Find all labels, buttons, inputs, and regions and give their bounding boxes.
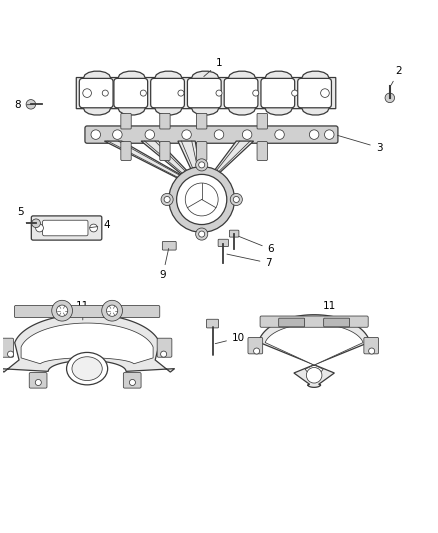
Circle shape [113,130,122,139]
FancyBboxPatch shape [324,318,350,327]
Circle shape [275,130,284,139]
Circle shape [182,130,191,139]
FancyBboxPatch shape [279,318,304,327]
Circle shape [230,193,242,206]
Ellipse shape [72,357,102,381]
Circle shape [196,228,208,240]
Circle shape [325,130,334,139]
Circle shape [129,379,135,385]
FancyBboxPatch shape [197,142,207,160]
FancyBboxPatch shape [32,216,102,240]
Circle shape [214,130,224,139]
FancyBboxPatch shape [257,142,268,160]
Circle shape [91,130,100,139]
FancyBboxPatch shape [197,114,207,129]
FancyBboxPatch shape [162,241,176,250]
Circle shape [140,90,146,96]
Circle shape [35,379,41,385]
Circle shape [35,224,43,232]
Polygon shape [201,141,254,189]
Circle shape [102,90,108,96]
Circle shape [254,348,260,354]
Circle shape [161,351,167,357]
FancyBboxPatch shape [298,78,332,108]
Text: 11: 11 [316,301,336,321]
Circle shape [292,90,298,96]
FancyBboxPatch shape [187,78,221,108]
Circle shape [216,90,222,96]
Circle shape [164,197,170,203]
Circle shape [169,167,235,232]
Polygon shape [265,324,363,381]
Text: 8: 8 [14,100,33,110]
Polygon shape [258,314,370,387]
FancyBboxPatch shape [0,338,14,357]
Polygon shape [104,141,205,189]
Circle shape [369,348,374,354]
Text: 3: 3 [338,135,382,152]
FancyBboxPatch shape [85,126,338,143]
Circle shape [90,224,98,232]
FancyBboxPatch shape [79,78,113,108]
Circle shape [233,197,239,203]
FancyBboxPatch shape [261,78,295,108]
FancyBboxPatch shape [160,142,170,160]
Circle shape [199,231,205,237]
Text: 1: 1 [204,58,223,77]
FancyBboxPatch shape [121,142,131,160]
FancyBboxPatch shape [257,114,268,129]
FancyBboxPatch shape [29,373,47,388]
FancyBboxPatch shape [157,338,172,357]
FancyBboxPatch shape [42,220,88,236]
Circle shape [242,130,252,139]
Circle shape [385,93,395,103]
Circle shape [309,130,319,139]
FancyBboxPatch shape [218,239,229,247]
FancyBboxPatch shape [206,319,219,328]
FancyBboxPatch shape [364,337,378,354]
Polygon shape [0,314,175,372]
Circle shape [32,219,40,228]
Circle shape [52,300,72,321]
Ellipse shape [67,352,108,385]
Circle shape [178,90,184,96]
FancyBboxPatch shape [124,373,141,388]
Circle shape [7,351,14,357]
Circle shape [161,193,173,206]
FancyBboxPatch shape [151,78,184,108]
Circle shape [306,367,322,383]
Polygon shape [21,323,153,364]
FancyBboxPatch shape [260,316,368,327]
Circle shape [83,89,92,98]
Text: 6: 6 [239,237,274,254]
FancyBboxPatch shape [248,337,263,354]
Text: 4: 4 [90,221,110,230]
FancyBboxPatch shape [230,230,239,237]
Circle shape [196,159,208,171]
Circle shape [102,300,123,321]
Polygon shape [141,141,204,189]
Text: 7: 7 [227,254,272,268]
FancyBboxPatch shape [224,78,258,108]
FancyBboxPatch shape [14,305,160,318]
Circle shape [26,100,35,109]
Circle shape [145,130,155,139]
Text: 9: 9 [159,248,169,280]
Circle shape [199,162,205,168]
Polygon shape [76,71,336,115]
Circle shape [321,89,329,98]
Circle shape [177,174,227,224]
FancyBboxPatch shape [160,114,170,129]
Text: 5: 5 [17,207,27,223]
Text: 2: 2 [391,66,402,85]
Circle shape [57,305,68,316]
Text: 11: 11 [76,301,89,320]
FancyBboxPatch shape [114,78,148,108]
FancyBboxPatch shape [121,114,131,129]
Circle shape [253,90,259,96]
Circle shape [106,305,118,316]
Polygon shape [178,141,203,189]
Text: 10: 10 [215,333,245,344]
